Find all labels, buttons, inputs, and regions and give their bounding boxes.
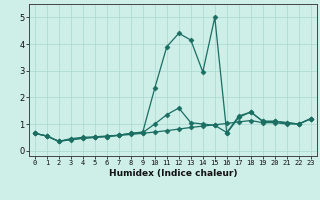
X-axis label: Humidex (Indice chaleur): Humidex (Indice chaleur) (108, 169, 237, 178)
